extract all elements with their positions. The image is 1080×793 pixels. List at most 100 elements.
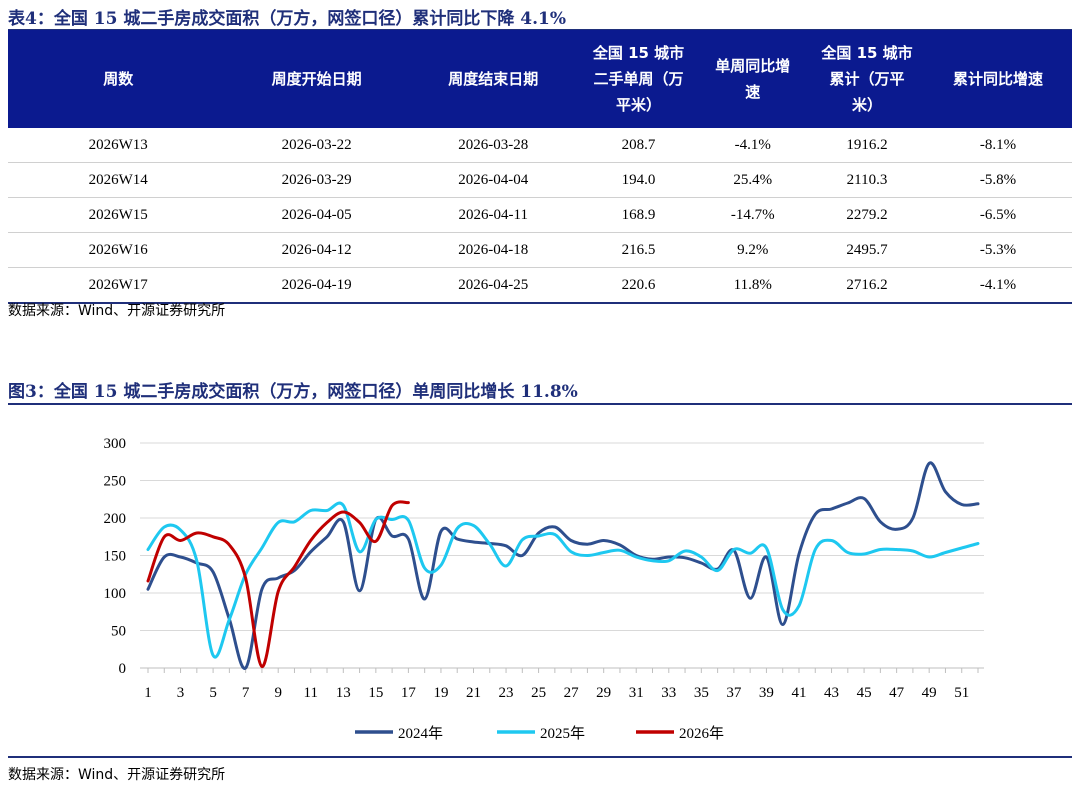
table-header-cell: 全国 15 城市 累计（万平米） [809, 30, 925, 128]
table-header-cell: 单周同比增速 [695, 30, 810, 128]
x-tick-label: 43 [824, 685, 839, 701]
series-line-3 [146, 500, 410, 669]
x-tick-label: 35 [694, 685, 709, 701]
table-cell: 2716.2 [809, 267, 925, 304]
table-header-cell: 周数 [8, 30, 229, 128]
table-cell: 2026-04-18 [404, 232, 582, 268]
x-tick-label: 15 [368, 685, 383, 701]
x-tick-label: 9 [274, 685, 282, 701]
header-text: 累计同比增速 [953, 69, 1044, 88]
table-cell: 2026-04-19 [228, 267, 405, 304]
y-tick-label: 150 [104, 549, 127, 565]
legend-label: 2024年 [398, 725, 443, 742]
x-tick-label: 3 [177, 685, 185, 701]
x-tick-label: 19 [433, 685, 448, 701]
table-cell: 2026W13 [8, 128, 229, 163]
chart-top-rule [8, 403, 1072, 405]
table-header-cell: 累计同比增速 [924, 30, 1072, 128]
x-tick-label: 5 [209, 685, 217, 701]
x-tick-label: 33 [661, 685, 676, 701]
table-row: 2026W13 2026-03-22 2026-03-28 208.7 -4.1% 191… [8, 128, 1072, 163]
table-row: 2026W16 2026-04-12 2026-04-18 216.5 9.2% 2495… [8, 232, 1072, 268]
table-cell: 168.9 [581, 197, 696, 233]
header-text: 周度结束日期 [448, 69, 539, 88]
table-cell: -5.8% [924, 162, 1072, 198]
x-tick-label: 47 [889, 685, 905, 701]
table-cell: 220.6 [581, 267, 696, 304]
series-line-2 [146, 501, 980, 659]
table-cell: 11.8% [695, 267, 810, 304]
table-cell: -8.1% [924, 128, 1072, 163]
x-tick-label: 7 [242, 685, 250, 701]
table-cell: 2026-04-12 [228, 232, 405, 268]
table-cell: -14.7% [695, 197, 810, 233]
x-tick-label: 31 [629, 685, 644, 701]
header-text: 累计（万平 [829, 69, 905, 88]
x-tick-label: 17 [401, 685, 417, 701]
x-tick-label: 51 [954, 685, 969, 701]
x-tick-label: 13 [336, 685, 351, 701]
table-cell: 216.5 [581, 232, 696, 268]
table-cell: -4.1% [924, 267, 1072, 304]
table-cell: 2495.7 [809, 232, 925, 268]
table-cell: 194.0 [581, 162, 696, 198]
x-tick-label: 27 [564, 685, 580, 701]
table-cell: 2110.3 [809, 162, 925, 198]
table-cell: 208.7 [581, 128, 696, 163]
header-text: 周数 [103, 69, 134, 88]
table-cell: 2279.2 [809, 197, 925, 233]
header-text: 单周同比增 [715, 56, 791, 75]
table-cell: 2026-04-25 [404, 267, 582, 304]
table-cell: 2026-04-05 [228, 197, 405, 233]
header-text: 二手单周（万 [593, 69, 684, 88]
x-tick-label: 21 [466, 685, 481, 701]
x-tick-label: 11 [304, 685, 318, 701]
header-text: 周度开始日期 [271, 69, 362, 88]
y-tick-label: 50 [111, 624, 126, 640]
table-cell: 25.4% [695, 162, 810, 198]
table-header-cell: 全国 15 城市 二手单周（万 平米） [581, 30, 696, 128]
table-row: 2026W14 2026-03-29 2026-04-04 194.0 25.4% 211… [8, 162, 1072, 198]
table-cell: -6.5% [924, 197, 1072, 233]
header-text: 速 [745, 83, 761, 101]
data-table: 周数 周度开始日期 周度结束日期 全国 15 城市 二手单周（万 平米） 单周同比增速全国 … [8, 30, 1072, 304]
legend-label: 2026年 [679, 725, 724, 742]
header-text: 平米） [616, 96, 662, 115]
table-cell: 2026W14 [8, 162, 229, 198]
table-cell: -5.3% [924, 232, 1072, 268]
x-tick-label: 1 [144, 685, 152, 701]
table-cell: 2026-04-04 [404, 162, 582, 198]
table-cell: 2026-03-22 [228, 128, 405, 163]
table-cell: -4.1% [695, 128, 810, 163]
table-cell: 2026W16 [8, 232, 229, 268]
y-tick-label: 0 [119, 661, 127, 677]
table-row: 2026W17 2026-04-19 2026-04-25 220.6 11.8% 271… [8, 267, 1072, 304]
x-tick-label: 25 [531, 685, 546, 701]
x-tick-label: 37 [726, 685, 742, 701]
x-tick-label: 39 [759, 685, 774, 701]
legend-label: 2025年 [540, 725, 585, 742]
table-row: 2026W15 2026-04-05 2026-04-11 168.9 -14.7% 22… [8, 197, 1072, 233]
table-cell: 2026-04-11 [404, 197, 582, 233]
x-tick-label: 29 [596, 685, 611, 701]
table-cell: 9.2% [695, 232, 810, 268]
table-cell: 2026-03-28 [404, 128, 582, 163]
chart-title: 图3：全国 15 城二手房成交面积（万方，网签口径）单周同比增长 11.8% [8, 382, 578, 402]
table-header-cell: 周度结束日期 [404, 30, 582, 128]
header-text: 全国 15 城市 [821, 43, 913, 62]
table-header-row: 周数 周度开始日期 周度结束日期 全国 15 城市 二手单周（万 平米） 单周同比增速全国 … [8, 30, 1072, 128]
table-header-cell: 周度开始日期 [228, 30, 405, 128]
y-tick-label: 300 [104, 436, 127, 452]
table-body: 2026W13 2026-03-22 2026-03-28 208.7 -4.1% 191… [8, 128, 1072, 304]
table-cell: 2026W15 [8, 197, 229, 233]
table-cell: 2026W17 [8, 267, 229, 304]
y-tick-label: 100 [104, 586, 127, 602]
chart-source-note: 数据来源：Wind、开源证券研究所 [8, 767, 226, 783]
table-cell: 1916.2 [809, 128, 925, 163]
x-tick-label: 45 [857, 685, 872, 701]
table-cell: 2026-03-29 [228, 162, 405, 198]
y-tick-label: 200 [104, 511, 127, 527]
header-text: 米） [852, 96, 883, 115]
x-tick-label: 41 [791, 685, 806, 701]
